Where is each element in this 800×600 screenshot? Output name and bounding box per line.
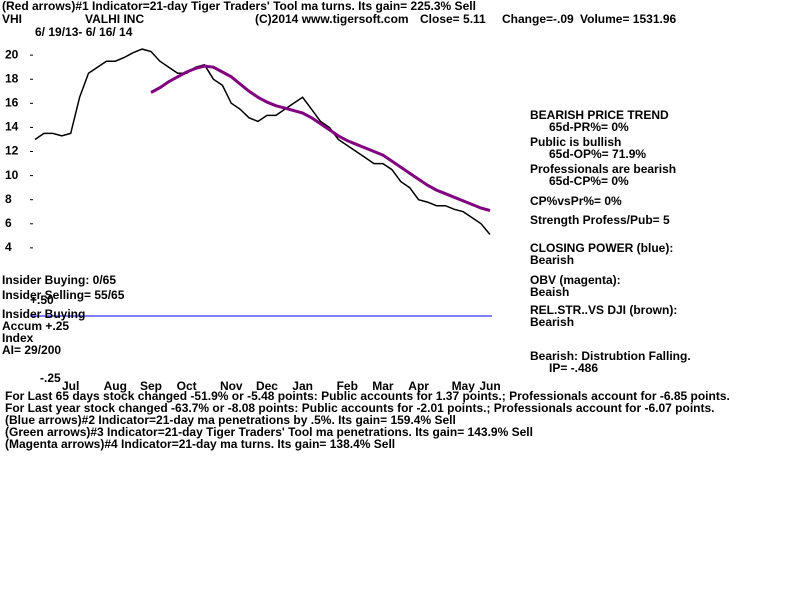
footer-line: For Last 65 days stock changed -51.9% or… xyxy=(5,389,730,403)
x-tick-label: Feb xyxy=(337,379,358,393)
copyright: (C)2014 www.tigersoft.com xyxy=(255,12,409,26)
close: Close= 5.11 xyxy=(420,12,486,26)
status-text: IP= -.486 xyxy=(549,361,598,375)
footer-line: (Green arrows)#3 Indicator=21-day Tiger … xyxy=(5,425,533,439)
status-text: Public is bullish xyxy=(530,135,621,149)
x-tick-label: Jun xyxy=(479,379,500,393)
y-tick-label: 14 xyxy=(5,120,19,134)
status-text: 65d-PR%= 0% xyxy=(549,120,629,134)
footer-line: (Blue arrows)#2 Indicator=21-day ma pene… xyxy=(5,413,456,427)
series-line xyxy=(150,64,491,212)
status-text: CLOSING POWER (blue): xyxy=(530,241,673,255)
x-tick-label: Mar xyxy=(372,379,394,393)
status-text: Bearish xyxy=(530,253,574,267)
date-range: 6/ 19/13- 6/ 16/ 14 xyxy=(35,25,133,39)
x-tick-label: Apr xyxy=(408,379,429,393)
status-text: Beaish xyxy=(530,285,569,299)
footer-line: (Magenta arrows)#4 Indicator=21-day ma t… xyxy=(5,437,395,451)
status-text: OBV (magenta): xyxy=(530,273,621,287)
status-text: BEARISH PRICE TREND xyxy=(530,108,669,122)
status-text: Bearish: Distrubtion Falling. xyxy=(530,349,691,363)
change: Change=-.09 xyxy=(502,12,574,26)
indicator-label: AI= 29/200 xyxy=(2,343,61,357)
footer-line: For Last year stock changed -63.7% or -8… xyxy=(5,401,715,415)
indicator-label: Insider Selling= 55/65 xyxy=(2,288,125,302)
y-tick-label: 16 xyxy=(5,95,19,109)
x-tick-label: Aug xyxy=(104,379,127,393)
indicator-label: Accum +.25 xyxy=(2,319,69,333)
status-text: REL.STR..VS DJI (brown): xyxy=(530,303,677,317)
x-tick-label: Nov xyxy=(220,379,243,393)
indicator-label: -.25 xyxy=(40,371,61,385)
indicator-line: (Red arrows)#1 Indicator=21-day Tiger Tr… xyxy=(2,0,476,13)
y-tick-label: 8 xyxy=(5,192,12,206)
indicator-label: Insider Buying: 0/65 xyxy=(2,273,116,287)
status-text: Bearish xyxy=(530,315,574,329)
x-tick-label: Dec xyxy=(256,379,278,393)
status-text: Professionals are bearish xyxy=(530,162,676,176)
x-tick-label: Jul xyxy=(62,379,79,393)
y-tick-label: 4 xyxy=(5,240,12,254)
y-tick-label: 18 xyxy=(5,71,19,85)
company-name: VALHI INC xyxy=(85,12,144,26)
x-tick-label: Jan xyxy=(292,379,313,393)
x-tick-label: Oct xyxy=(177,379,197,393)
series-line xyxy=(34,48,491,235)
x-tick-label: May xyxy=(452,379,476,393)
status-text: 65d-OP%= 71.9% xyxy=(549,147,646,161)
symbol: VHI xyxy=(2,12,22,26)
status-text: 65d-CP%= 0% xyxy=(549,174,629,188)
y-tick-label: 12 xyxy=(5,144,19,158)
status-text: Strength Profess/Pub= 5 xyxy=(530,213,670,227)
indicator-label: Insider Buying xyxy=(2,307,85,321)
x-tick-label: Sep xyxy=(140,379,162,393)
volume: Volume= 1531.96 xyxy=(580,12,676,26)
indicator-label: +.50 xyxy=(30,293,54,307)
status-text: CP%vsPr%= 0% xyxy=(530,194,622,208)
y-tick-label: 10 xyxy=(5,168,19,182)
indicator-label: Index xyxy=(2,331,34,345)
y-tick-label: 6 xyxy=(5,216,12,230)
y-tick-label: 20 xyxy=(5,47,19,61)
